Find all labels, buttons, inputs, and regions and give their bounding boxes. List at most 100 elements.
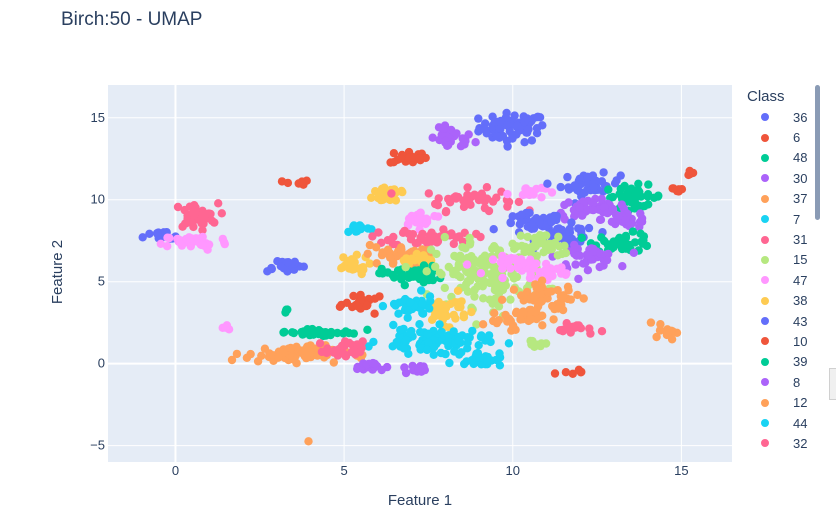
- data-point[interactable]: [302, 353, 311, 362]
- data-point[interactable]: [389, 149, 399, 158]
- data-point[interactable]: [644, 180, 653, 189]
- data-point[interactable]: [199, 209, 208, 219]
- data-point[interactable]: [588, 199, 598, 209]
- data-point[interactable]: [449, 310, 458, 320]
- data-point[interactable]: [517, 216, 526, 226]
- data-point[interactable]: [570, 240, 579, 250]
- data-point[interactable]: [453, 286, 463, 295]
- data-point[interactable]: [510, 111, 519, 120]
- data-point[interactable]: [595, 215, 605, 224]
- data-point[interactable]: [560, 200, 569, 210]
- data-point[interactable]: [437, 270, 446, 279]
- data-point[interactable]: [187, 218, 197, 227]
- data-point[interactable]: [284, 258, 293, 267]
- data-point[interactable]: [227, 355, 237, 365]
- data-point[interactable]: [570, 181, 579, 190]
- data-point[interactable]: [198, 232, 207, 242]
- data-point[interactable]: [599, 168, 608, 177]
- data-point[interactable]: [465, 233, 474, 243]
- data-point[interactable]: [388, 239, 398, 249]
- legend-item[interactable]: 7: [747, 209, 827, 229]
- data-point[interactable]: [542, 267, 552, 276]
- data-point[interactable]: [498, 273, 507, 283]
- data-point[interactable]: [396, 154, 405, 163]
- data-point[interactable]: [350, 262, 359, 271]
- data-point[interactable]: [564, 183, 573, 192]
- data-point[interactable]: [614, 212, 623, 221]
- data-point[interactable]: [191, 203, 200, 212]
- data-point[interactable]: [428, 133, 437, 142]
- data-point[interactable]: [372, 243, 381, 252]
- data-point[interactable]: [497, 295, 507, 304]
- data-point[interactable]: [177, 241, 187, 250]
- data-point[interactable]: [434, 123, 444, 132]
- data-point[interactable]: [424, 275, 434, 285]
- data-point[interactable]: [522, 114, 532, 123]
- data-point[interactable]: [378, 248, 387, 257]
- data-point[interactable]: [610, 239, 620, 249]
- data-point[interactable]: [602, 255, 612, 265]
- data-point[interactable]: [636, 209, 645, 218]
- data-point[interactable]: [597, 327, 607, 336]
- data-point[interactable]: [267, 263, 276, 273]
- data-point[interactable]: [582, 205, 591, 214]
- data-point[interactable]: [588, 205, 598, 215]
- data-point[interactable]: [468, 326, 477, 336]
- data-point[interactable]: [667, 335, 677, 344]
- data-point[interactable]: [506, 264, 515, 273]
- data-point[interactable]: [549, 211, 559, 221]
- data-point[interactable]: [533, 112, 543, 122]
- data-point[interactable]: [414, 364, 423, 373]
- data-point[interactable]: [506, 218, 515, 227]
- data-point[interactable]: [685, 166, 694, 176]
- data-point[interactable]: [513, 262, 522, 271]
- data-point[interactable]: [495, 123, 504, 133]
- data-point[interactable]: [579, 294, 588, 303]
- data-point[interactable]: [424, 189, 433, 198]
- data-point[interactable]: [443, 338, 452, 347]
- data-point[interactable]: [520, 138, 529, 147]
- legend-item[interactable]: 10: [747, 331, 827, 351]
- data-point[interactable]: [494, 289, 504, 298]
- data-point[interactable]: [474, 341, 483, 350]
- legend-item[interactable]: 39: [747, 352, 827, 372]
- data-point[interactable]: [532, 284, 541, 293]
- data-point[interactable]: [464, 130, 473, 139]
- data-point[interactable]: [549, 315, 558, 324]
- data-point[interactable]: [630, 238, 640, 247]
- data-point[interactable]: [544, 287, 553, 297]
- data-point[interactable]: [341, 327, 350, 336]
- data-point[interactable]: [388, 270, 397, 280]
- data-point[interactable]: [400, 281, 409, 290]
- data-point[interactable]: [491, 244, 500, 253]
- data-point[interactable]: [220, 238, 229, 247]
- data-point[interactable]: [488, 255, 498, 264]
- data-point[interactable]: [584, 251, 593, 260]
- data-point[interactable]: [286, 343, 295, 353]
- data-point[interactable]: [429, 350, 438, 359]
- data-point[interactable]: [574, 274, 583, 284]
- data-point[interactable]: [445, 358, 454, 368]
- legend[interactable]: Class 36 6 48 30 37 7 31 15 47 38 43 10 39 8 12 44 32: [747, 88, 827, 463]
- data-point[interactable]: [526, 315, 536, 324]
- data-point[interactable]: [472, 229, 481, 239]
- data-point[interactable]: [575, 203, 584, 213]
- data-point[interactable]: [495, 361, 505, 370]
- data-point[interactable]: [572, 251, 581, 260]
- side-handle[interactable]: [829, 368, 836, 400]
- data-point[interactable]: [586, 329, 595, 338]
- data-point[interactable]: [421, 153, 430, 163]
- data-point[interactable]: [444, 262, 453, 272]
- data-point[interactable]: [532, 233, 541, 243]
- data-point[interactable]: [474, 114, 483, 123]
- data-point[interactable]: [477, 254, 487, 263]
- data-point[interactable]: [283, 178, 293, 188]
- data-point[interactable]: [440, 232, 449, 242]
- data-point[interactable]: [429, 343, 439, 352]
- data-point[interactable]: [529, 190, 538, 199]
- data-point[interactable]: [416, 208, 425, 217]
- data-point[interactable]: [519, 308, 528, 317]
- data-point[interactable]: [389, 158, 398, 167]
- data-point[interactable]: [353, 302, 363, 311]
